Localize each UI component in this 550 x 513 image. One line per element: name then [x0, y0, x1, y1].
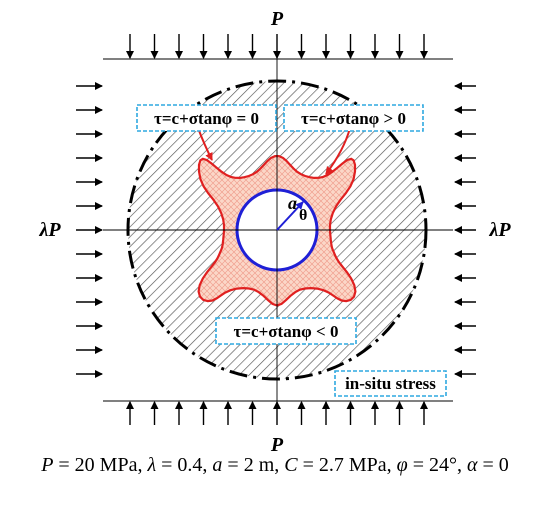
bottom-load-arrows: [126, 401, 428, 425]
caption-c-symbol: C: [284, 454, 298, 476]
failure-zone-label: τ=c+σtanφ > 0: [301, 109, 406, 128]
failure-zone-leader: [325, 127, 351, 175]
caption-p-value: = 20 MPa,: [53, 454, 148, 476]
in-situ-stress-label: in-situ stress: [345, 374, 436, 393]
parameter-caption: P = 20 MPa, λ = 0.4, a = 2 m, C = 2.7 MP…: [0, 454, 550, 477]
elastic-zone-box: τ=c+σtanφ < 0: [215, 317, 357, 345]
top-load-label: P: [270, 8, 284, 30]
caption-c-value: = 2.7 MPa,: [297, 454, 397, 476]
failure-boundary-box: τ=c+σtanφ = 0: [136, 104, 277, 132]
radius-label: a: [288, 193, 297, 213]
caption-alpha-symbol: α: [467, 454, 478, 476]
angle-label: θ: [299, 207, 307, 224]
caption-lambda-value: = 0.4,: [156, 454, 213, 476]
right-load-label: λP: [488, 219, 511, 241]
caption-phi-symbol: φ: [396, 454, 408, 476]
radius-arrow: [276, 201, 304, 231]
caption-alpha-value: = 0: [477, 454, 509, 476]
top-load-arrows: [126, 34, 428, 59]
left-load-label: λP: [38, 219, 61, 241]
caption-a-symbol: a: [212, 454, 223, 476]
caption-a-value: = 2 m,: [222, 454, 285, 476]
caption-p-symbol: P: [41, 454, 54, 476]
left-load-arrows: [76, 82, 103, 378]
right-load-arrows: [454, 82, 476, 378]
caption-lambda-symbol: λ: [147, 454, 157, 476]
failure-zone-box: τ=c+σtanφ > 0: [283, 104, 424, 132]
bottom-load-label: P: [270, 434, 284, 456]
caption-phi-value: = 24°,: [407, 454, 468, 476]
in-situ-stress-box: in-situ stress: [334, 370, 447, 397]
elastic-zone-label: τ=c+σtanφ < 0: [234, 322, 339, 341]
failure-boundary-label: τ=c+σtanφ = 0: [154, 109, 259, 128]
